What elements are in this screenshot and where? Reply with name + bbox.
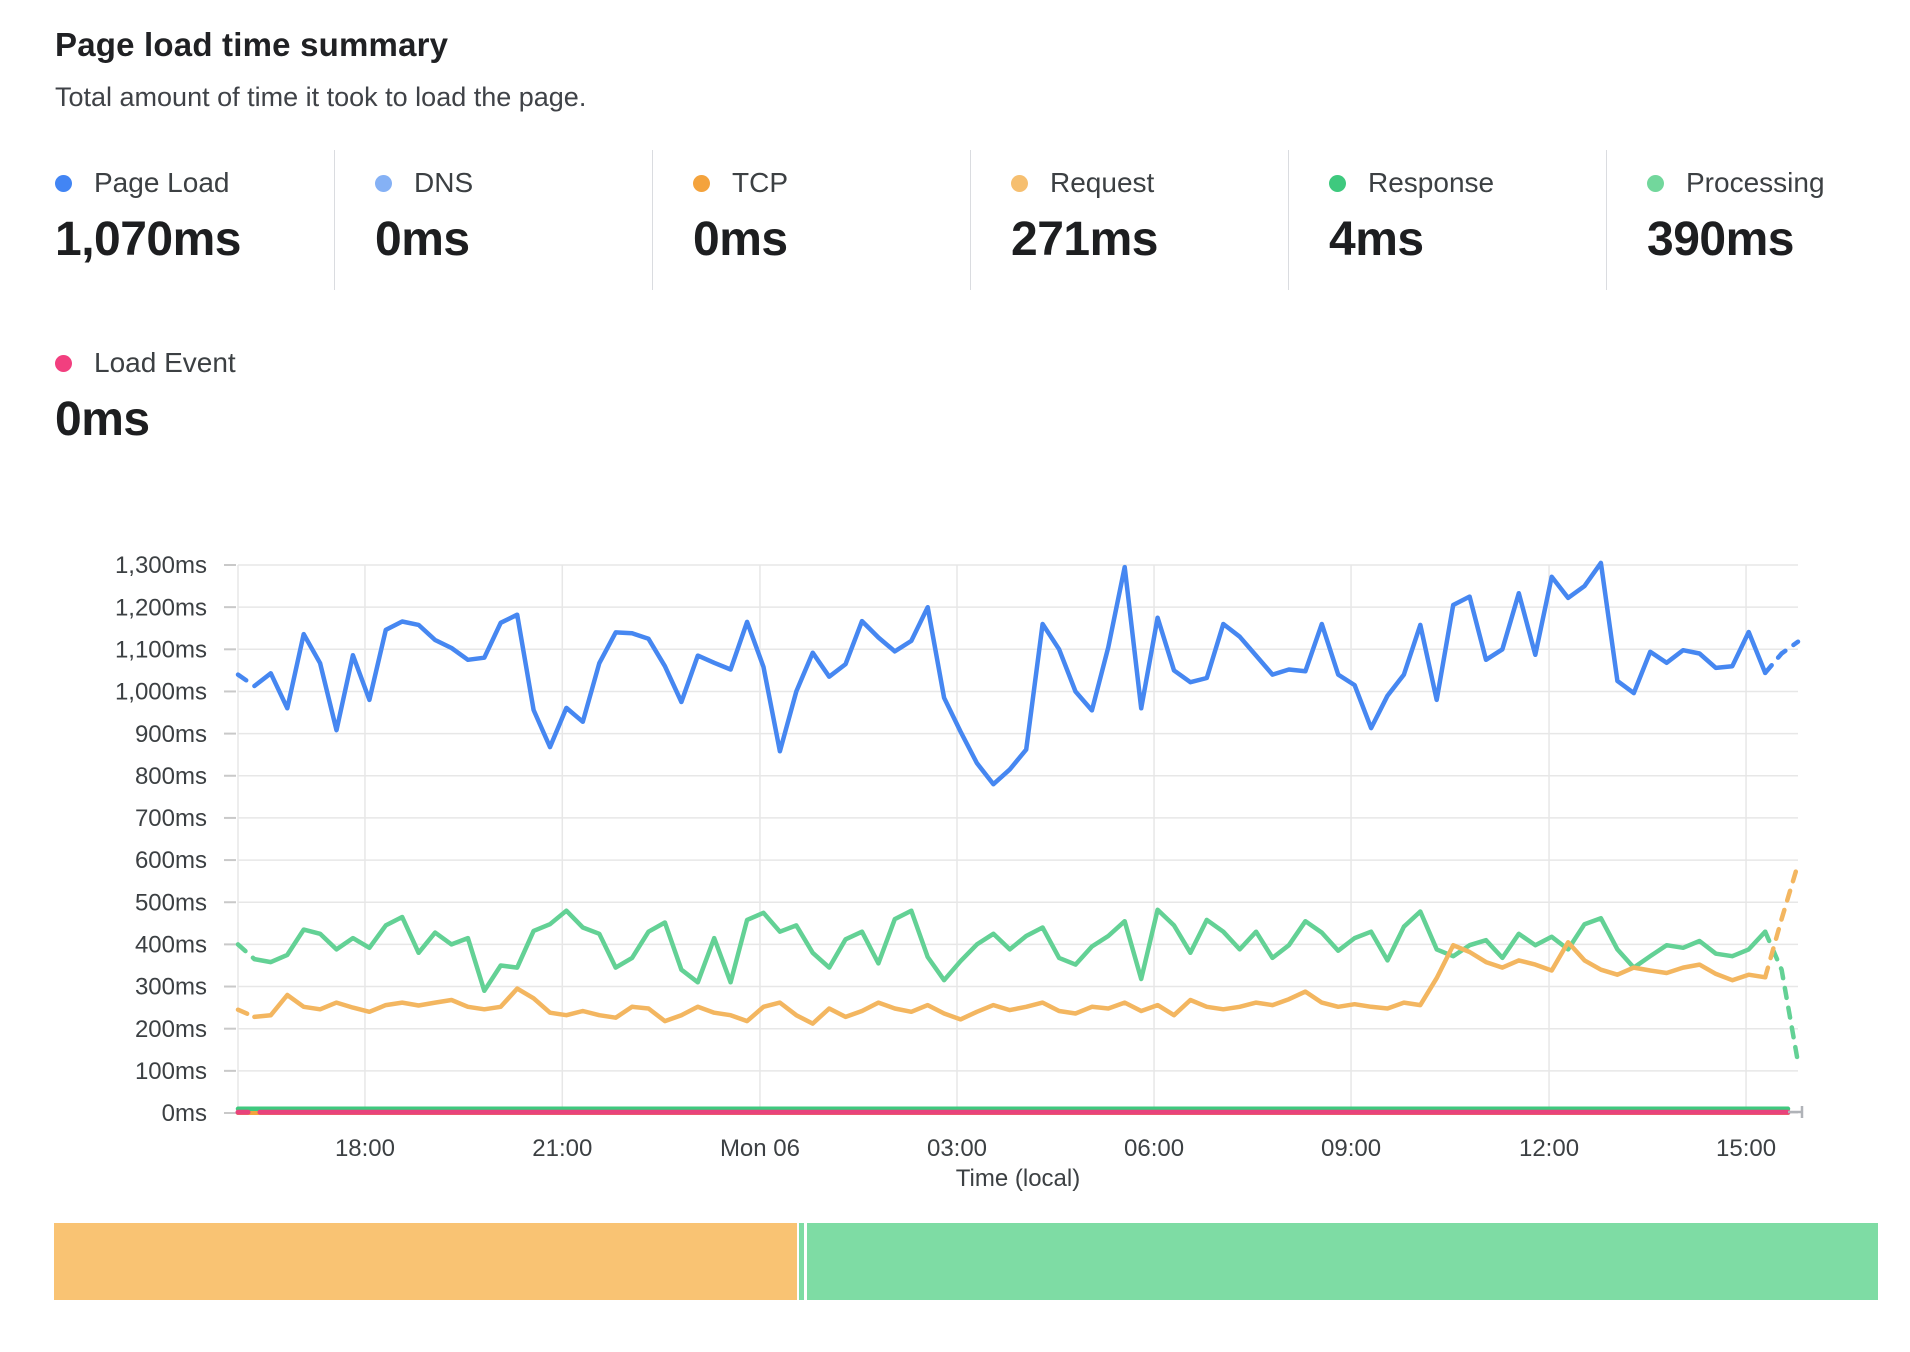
- tcp-dot-icon: [693, 174, 710, 192]
- stat-processing: Processing 390ms: [1606, 150, 1910, 290]
- timeline-segment-processing-sliver: [799, 1223, 805, 1300]
- y-tick-label: 1,300ms: [115, 552, 207, 579]
- x-tick-label: 12:00: [1519, 1135, 1579, 1162]
- series-page-load-line-dash-head: [235, 672, 257, 689]
- stat-label: Response: [1368, 167, 1495, 198]
- y-tick-label: 1,000ms: [115, 679, 207, 706]
- stat-label: TCP: [732, 167, 788, 198]
- series-request-line-dash-head: [235, 1007, 257, 1020]
- load-event-dot-icon: [55, 354, 72, 372]
- stat-processing-legend: Processing: [1647, 166, 1910, 200]
- stat-request-legend: Request: [1011, 166, 1288, 200]
- stat-label: Processing: [1686, 167, 1825, 198]
- y-tick-label: 400ms: [135, 932, 207, 959]
- y-tick-label: 500ms: [135, 889, 207, 916]
- page-subtitle: Total amount of time it took to load the…: [55, 82, 587, 112]
- page-load-time-chart[interactable]: 0ms 100ms 200ms 300ms 400ms 500ms 600ms 700ms 80…: [0, 440, 1910, 1200]
- processing-dot-icon: [1647, 174, 1664, 192]
- timeline-segment-request-phase: [54, 1223, 797, 1300]
- y-tick-label: 100ms: [135, 1058, 207, 1085]
- metric-stats-row: Page Load 1,070ms DNS 0ms TCP 0ms Reques…: [0, 150, 1910, 290]
- y-tick-label: 200ms: [135, 1016, 207, 1043]
- y-tick-label: 800ms: [135, 763, 207, 790]
- stat-value: 271ms: [1011, 213, 1158, 266]
- page-title: Page load time summary: [55, 26, 449, 63]
- series-page-load-line: [252, 560, 1768, 787]
- series-processing-line-dash-tail: [1762, 929, 1801, 1065]
- dns-dot-icon: [375, 174, 392, 192]
- stat-label: Page Load: [94, 167, 230, 198]
- chart-gridlines: [237, 564, 1798, 1114]
- request-dot-icon: [1011, 174, 1028, 192]
- line-chart-canvas[interactable]: 0ms 100ms 200ms 300ms 400ms 500ms 600ms 700ms 80…: [0, 440, 1910, 1200]
- stat-value: 0ms: [375, 213, 470, 266]
- x-tick-label: 06:00: [1124, 1135, 1184, 1162]
- x-tick-label: 03:00: [927, 1135, 987, 1162]
- stat-dns-legend: DNS: [375, 166, 652, 200]
- series-processing-line: [252, 907, 1768, 994]
- y-tick-label: 0ms: [162, 1100, 207, 1127]
- timeline-segment-gap: [804, 1223, 807, 1300]
- x-tick-label: Mon 06: [720, 1135, 800, 1162]
- y-tick-label: 1,200ms: [115, 594, 207, 621]
- stat-response-legend: Response: [1329, 166, 1606, 200]
- stat-request: Request 271ms: [970, 150, 1288, 290]
- stat-page-load: Page Load 1,070ms: [0, 150, 334, 290]
- stat-value: 4ms: [1329, 213, 1424, 266]
- y-tick-label: 600ms: [135, 847, 207, 874]
- stat-dns: DNS 0ms: [334, 150, 652, 290]
- series-processing-line-dash-head: [235, 942, 257, 962]
- timeline-segment-processing-phase: [806, 1223, 1878, 1300]
- y-tick-label: 700ms: [135, 805, 207, 832]
- stat-load-event: Load Event 0ms: [0, 330, 600, 447]
- stat-label: Request: [1050, 167, 1155, 198]
- stat-tcp-legend: TCP: [693, 166, 970, 200]
- stat-load-event-legend: Load Event: [55, 346, 600, 380]
- x-tick-label: 09:00: [1321, 1135, 1381, 1162]
- zero-line-end-cap: [1788, 1106, 1804, 1118]
- series-request-line: [252, 940, 1768, 1026]
- status-timeline-bar[interactable]: [54, 1223, 1878, 1300]
- y-tick-label: 1,100ms: [115, 636, 207, 663]
- x-axis-title: Time (local): [956, 1165, 1080, 1192]
- series-request-line-dash-tail: [1762, 862, 1801, 980]
- stat-label: DNS: [414, 167, 474, 198]
- x-tick-label: 18:00: [335, 1135, 395, 1162]
- timeline-segment-gap: [796, 1223, 800, 1300]
- x-axis: 18:00 21:00 Mon 06 03:00 06:00 09:00 12:00 15:0…: [335, 1135, 1776, 1192]
- y-tick-label: 900ms: [135, 721, 207, 748]
- stat-value: 0ms: [55, 393, 150, 446]
- y-axis: 0ms 100ms 200ms 300ms 400ms 500ms 600ms 700ms 80…: [115, 552, 236, 1127]
- page-load-dot-icon: [55, 174, 72, 192]
- response-dot-icon: [1329, 174, 1346, 192]
- stat-value: 1,070ms: [55, 213, 242, 266]
- series-page-load-line-dash-tail: [1762, 639, 1801, 676]
- y-tick-label: 300ms: [135, 974, 207, 1001]
- x-tick-label: 15:00: [1716, 1135, 1776, 1162]
- stat-label: Load Event: [94, 347, 236, 378]
- stat-response: Response 4ms: [1288, 150, 1606, 290]
- x-tick-label: 21:00: [532, 1135, 592, 1162]
- stat-tcp: TCP 0ms: [652, 150, 970, 290]
- stat-page-load-legend: Page Load: [55, 166, 334, 200]
- stat-value: 0ms: [693, 213, 788, 266]
- stat-value: 390ms: [1647, 213, 1794, 266]
